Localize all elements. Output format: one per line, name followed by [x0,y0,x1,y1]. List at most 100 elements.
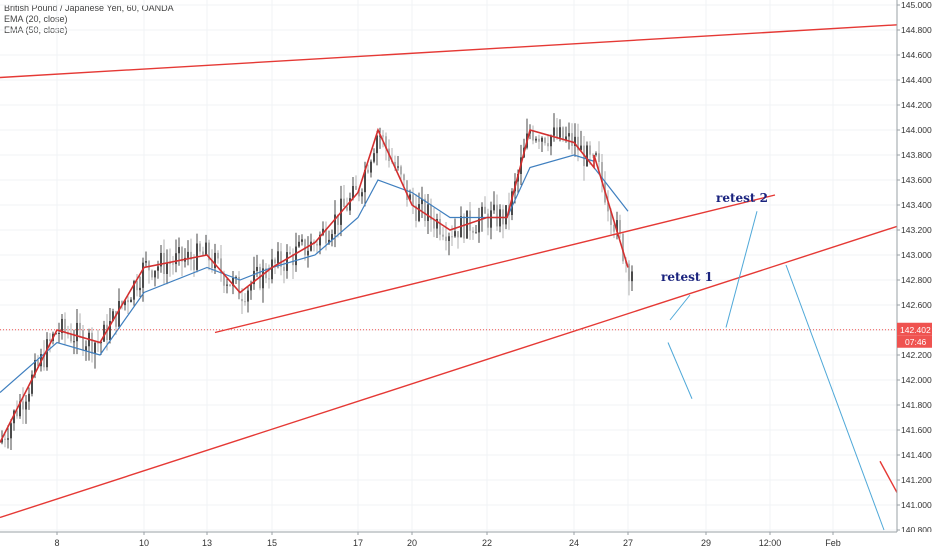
time-tick-label: 13 [202,538,212,548]
candle-body [394,161,396,168]
candle-body [556,127,558,138]
annotation-retest-1: retest 1 [661,270,713,284]
candle-body [322,228,324,235]
projection-line [725,211,758,328]
price-tick-label: 143.600 [901,175,932,185]
candle-body [478,218,480,233]
time-tick-label: 20 [407,538,417,548]
candle-body [367,169,369,173]
candle-body [214,252,216,269]
candle-body [34,360,36,375]
candlesticks [1,113,633,451]
candle-body [535,138,537,141]
candle-body [505,205,507,225]
candle-body [352,185,354,199]
projection-line [667,342,693,399]
candle-body [142,262,144,288]
candle-body [376,135,378,154]
last-price-tag [897,322,932,336]
candle-body [550,135,552,147]
candle-body [79,322,81,330]
candle-body [49,339,51,341]
candle-body [589,145,591,155]
candle-body [187,251,189,258]
candle-body [544,137,546,144]
candle-body [220,258,222,274]
candle-body [511,191,513,215]
price-axis[interactable]: 145.000 144.800 144.600 144.400 144.200 144.0… [896,0,932,550]
candle-body [157,266,159,271]
candle-body [94,342,96,354]
candle-body [193,259,195,270]
candle-body [349,198,351,211]
candle-body [433,219,435,229]
candle-body [109,321,111,341]
candle-body [493,204,495,211]
candle-body [91,332,93,354]
candle-body [385,136,387,149]
candle-body [31,374,33,394]
projection-line [669,294,691,321]
candle-body [280,251,282,267]
price-axis-bg [897,0,932,550]
time-tick-label: 10 [139,538,149,548]
time-axis[interactable]: 8 10 13 15 17 20 22 24 27 29 12:00 Feb [0,531,932,550]
candle-body [334,214,336,235]
candle-body [19,401,21,417]
price-tick-label: 141.000 [901,500,932,510]
candle-body [271,259,273,280]
candle-body [229,284,231,286]
candle-body [442,234,444,237]
candle-body [469,210,471,231]
trendlines [0,23,932,519]
candle-body [631,271,633,282]
candle-body [139,287,141,291]
candle-body [310,241,312,251]
ema50-line [0,154,629,393]
candle-body [619,220,621,234]
candle-body [25,401,27,410]
candle-body [382,135,384,137]
candle-body [226,284,228,286]
candle-body [166,262,168,274]
price-tick-label: 143.800 [901,150,932,160]
candle-body [592,154,594,156]
time-tick-label: 27 [623,538,633,548]
candle-body [205,242,207,256]
candle-body [541,137,543,142]
candle-body [178,247,180,254]
candle-body [292,254,294,266]
candle-body [16,410,18,417]
price-tick-label: 142.200 [901,350,932,360]
candle-body [175,253,177,265]
candle-body [127,300,129,303]
candle-body [145,261,147,263]
candle-body [559,127,561,138]
candle-body [232,277,234,286]
candle-body [85,346,87,351]
candle-body [316,244,318,246]
candle-body [538,138,540,142]
candle-body [43,354,45,368]
time-tick-label: 22 [482,538,492,548]
candle-body [256,266,258,271]
candle-body [202,251,204,256]
candle-body [607,202,609,212]
candle-body [370,161,372,173]
candle-body [295,246,297,266]
candle-body [580,145,582,151]
price-tick-label: 141.600 [901,425,932,435]
candle-body [496,204,498,227]
price-tick-label: 142.600 [901,300,932,310]
candle-body [298,241,300,247]
candle-body [481,206,483,219]
candle-body [397,166,399,168]
price-tick-label: 144.000 [901,125,932,135]
projection-line [785,264,885,531]
candle-body [55,333,57,335]
candle-body [424,198,426,222]
price-tick-label: 144.800 [901,25,932,35]
candle-body [403,174,405,181]
price-tick-label: 144.200 [901,100,932,110]
